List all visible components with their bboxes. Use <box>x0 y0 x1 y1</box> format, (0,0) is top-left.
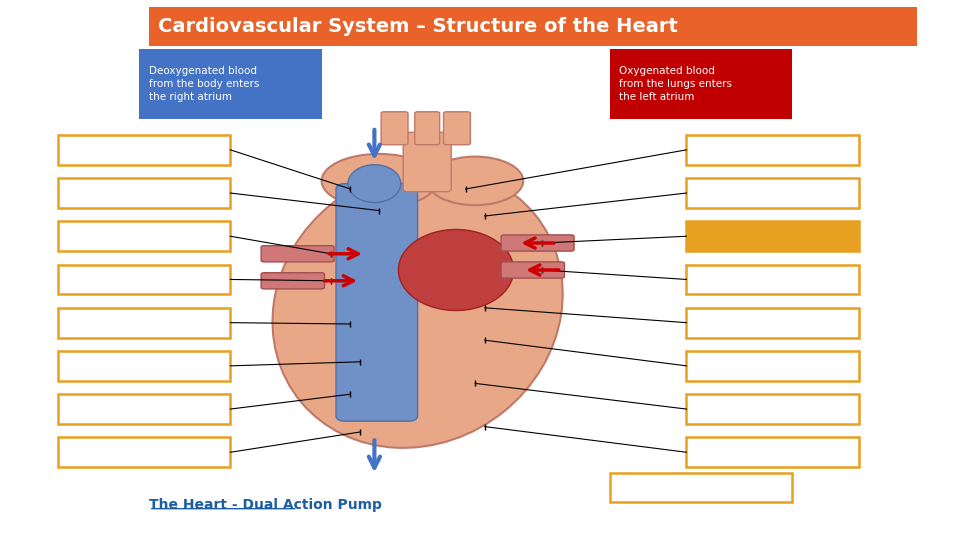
FancyBboxPatch shape <box>686 308 859 338</box>
FancyBboxPatch shape <box>58 265 230 294</box>
FancyBboxPatch shape <box>686 265 859 294</box>
FancyBboxPatch shape <box>149 7 917 46</box>
FancyBboxPatch shape <box>58 437 230 467</box>
FancyBboxPatch shape <box>686 437 859 467</box>
Ellipse shape <box>398 230 514 310</box>
FancyBboxPatch shape <box>686 394 859 424</box>
FancyBboxPatch shape <box>686 351 859 381</box>
Ellipse shape <box>322 154 437 208</box>
Text: Cardiovascular System – Structure of the Heart: Cardiovascular System – Structure of the… <box>158 17 679 36</box>
FancyBboxPatch shape <box>686 135 859 165</box>
FancyBboxPatch shape <box>58 221 230 251</box>
FancyBboxPatch shape <box>58 351 230 381</box>
FancyBboxPatch shape <box>58 394 230 424</box>
Ellipse shape <box>273 168 563 448</box>
Ellipse shape <box>427 157 523 205</box>
Ellipse shape <box>348 165 401 202</box>
FancyBboxPatch shape <box>686 221 859 251</box>
FancyBboxPatch shape <box>444 112 470 145</box>
FancyBboxPatch shape <box>336 184 418 421</box>
FancyBboxPatch shape <box>415 112 440 145</box>
FancyBboxPatch shape <box>381 112 408 145</box>
FancyBboxPatch shape <box>58 135 230 165</box>
FancyBboxPatch shape <box>139 49 322 119</box>
Text: Oxygenated blood
from the lungs enters
the left atrium: Oxygenated blood from the lungs enters t… <box>619 65 732 102</box>
FancyBboxPatch shape <box>501 262 564 278</box>
FancyBboxPatch shape <box>686 178 859 208</box>
FancyBboxPatch shape <box>58 308 230 338</box>
FancyBboxPatch shape <box>501 235 574 251</box>
FancyBboxPatch shape <box>610 49 792 119</box>
FancyBboxPatch shape <box>261 246 334 262</box>
FancyBboxPatch shape <box>58 178 230 208</box>
FancyBboxPatch shape <box>610 472 792 502</box>
FancyBboxPatch shape <box>261 273 324 289</box>
FancyBboxPatch shape <box>403 132 451 192</box>
Text: Deoxygenated blood
from the body enters
the right atrium: Deoxygenated blood from the body enters … <box>149 65 259 102</box>
Text: The Heart - Dual Action Pump: The Heart - Dual Action Pump <box>149 498 382 512</box>
